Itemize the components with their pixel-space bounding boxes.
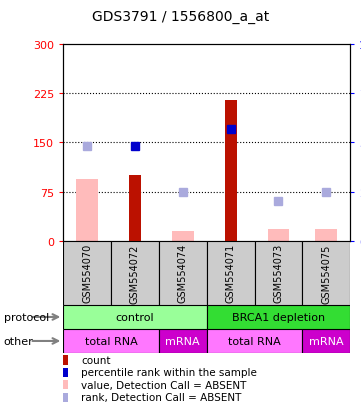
Text: rank, Detection Call = ABSENT: rank, Detection Call = ABSENT bbox=[81, 392, 242, 402]
Text: GSM554072: GSM554072 bbox=[130, 244, 140, 303]
Bar bbox=[255, 241, 302, 305]
Bar bbox=[206, 329, 302, 353]
Text: mRNA: mRNA bbox=[165, 336, 200, 346]
Text: total RNA: total RNA bbox=[84, 336, 138, 346]
Bar bbox=[172, 231, 193, 241]
Text: GSM554073: GSM554073 bbox=[273, 244, 283, 303]
Text: GSM554075: GSM554075 bbox=[321, 244, 331, 303]
Bar bbox=[225, 101, 236, 241]
Bar bbox=[302, 241, 350, 305]
Bar bbox=[206, 241, 255, 305]
Bar bbox=[63, 329, 159, 353]
Text: BRCA1 depletion: BRCA1 depletion bbox=[232, 312, 325, 322]
Text: other: other bbox=[4, 336, 33, 346]
Text: value, Detection Call = ABSENT: value, Detection Call = ABSENT bbox=[81, 380, 247, 390]
Text: protocol: protocol bbox=[4, 312, 49, 322]
Text: GSM554074: GSM554074 bbox=[178, 244, 188, 303]
Text: GSM554070: GSM554070 bbox=[82, 244, 92, 303]
Text: count: count bbox=[81, 355, 111, 365]
Text: percentile rank within the sample: percentile rank within the sample bbox=[81, 368, 257, 377]
Bar bbox=[316, 229, 337, 241]
Text: control: control bbox=[116, 312, 154, 322]
Bar bbox=[63, 241, 111, 305]
Bar bbox=[159, 329, 206, 353]
Text: total RNA: total RNA bbox=[228, 336, 281, 346]
Bar bbox=[302, 329, 350, 353]
Bar bbox=[129, 176, 141, 241]
Bar bbox=[206, 305, 350, 329]
Bar bbox=[268, 229, 289, 241]
Text: GSM554071: GSM554071 bbox=[226, 244, 236, 303]
Text: GDS3791 / 1556800_a_at: GDS3791 / 1556800_a_at bbox=[92, 10, 269, 24]
Bar bbox=[111, 241, 159, 305]
Bar bbox=[159, 241, 206, 305]
Bar bbox=[76, 179, 98, 241]
Bar bbox=[63, 305, 206, 329]
Text: mRNA: mRNA bbox=[309, 336, 344, 346]
